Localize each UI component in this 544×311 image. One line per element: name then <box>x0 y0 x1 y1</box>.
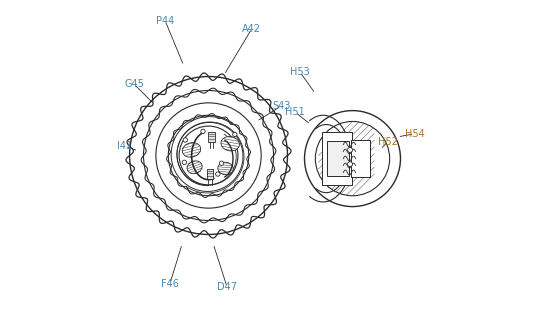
Text: P44: P44 <box>156 16 174 26</box>
Text: S43: S43 <box>272 101 290 111</box>
Ellipse shape <box>182 143 201 157</box>
Circle shape <box>215 172 220 176</box>
Circle shape <box>144 91 274 220</box>
Circle shape <box>348 147 353 152</box>
Text: H51: H51 <box>286 107 305 117</box>
Circle shape <box>219 161 224 165</box>
Text: H53: H53 <box>290 67 310 77</box>
Ellipse shape <box>218 162 233 175</box>
Circle shape <box>348 162 353 167</box>
Circle shape <box>201 129 205 133</box>
Text: A42: A42 <box>243 24 261 34</box>
Ellipse shape <box>187 161 202 174</box>
Text: D47: D47 <box>217 282 237 292</box>
Bar <box>322 132 353 185</box>
Text: F46: F46 <box>161 279 179 289</box>
Circle shape <box>182 160 187 165</box>
Bar <box>207 169 213 179</box>
Circle shape <box>233 132 237 137</box>
Bar <box>327 141 349 176</box>
Circle shape <box>183 138 188 142</box>
Text: G45: G45 <box>124 79 144 89</box>
Text: H54: H54 <box>405 129 424 139</box>
Text: H52: H52 <box>378 137 398 146</box>
Bar <box>351 140 369 177</box>
Bar <box>208 132 215 142</box>
Circle shape <box>129 77 287 234</box>
Ellipse shape <box>221 137 239 151</box>
Circle shape <box>179 126 238 185</box>
Text: I41: I41 <box>118 141 133 151</box>
Circle shape <box>305 111 400 207</box>
